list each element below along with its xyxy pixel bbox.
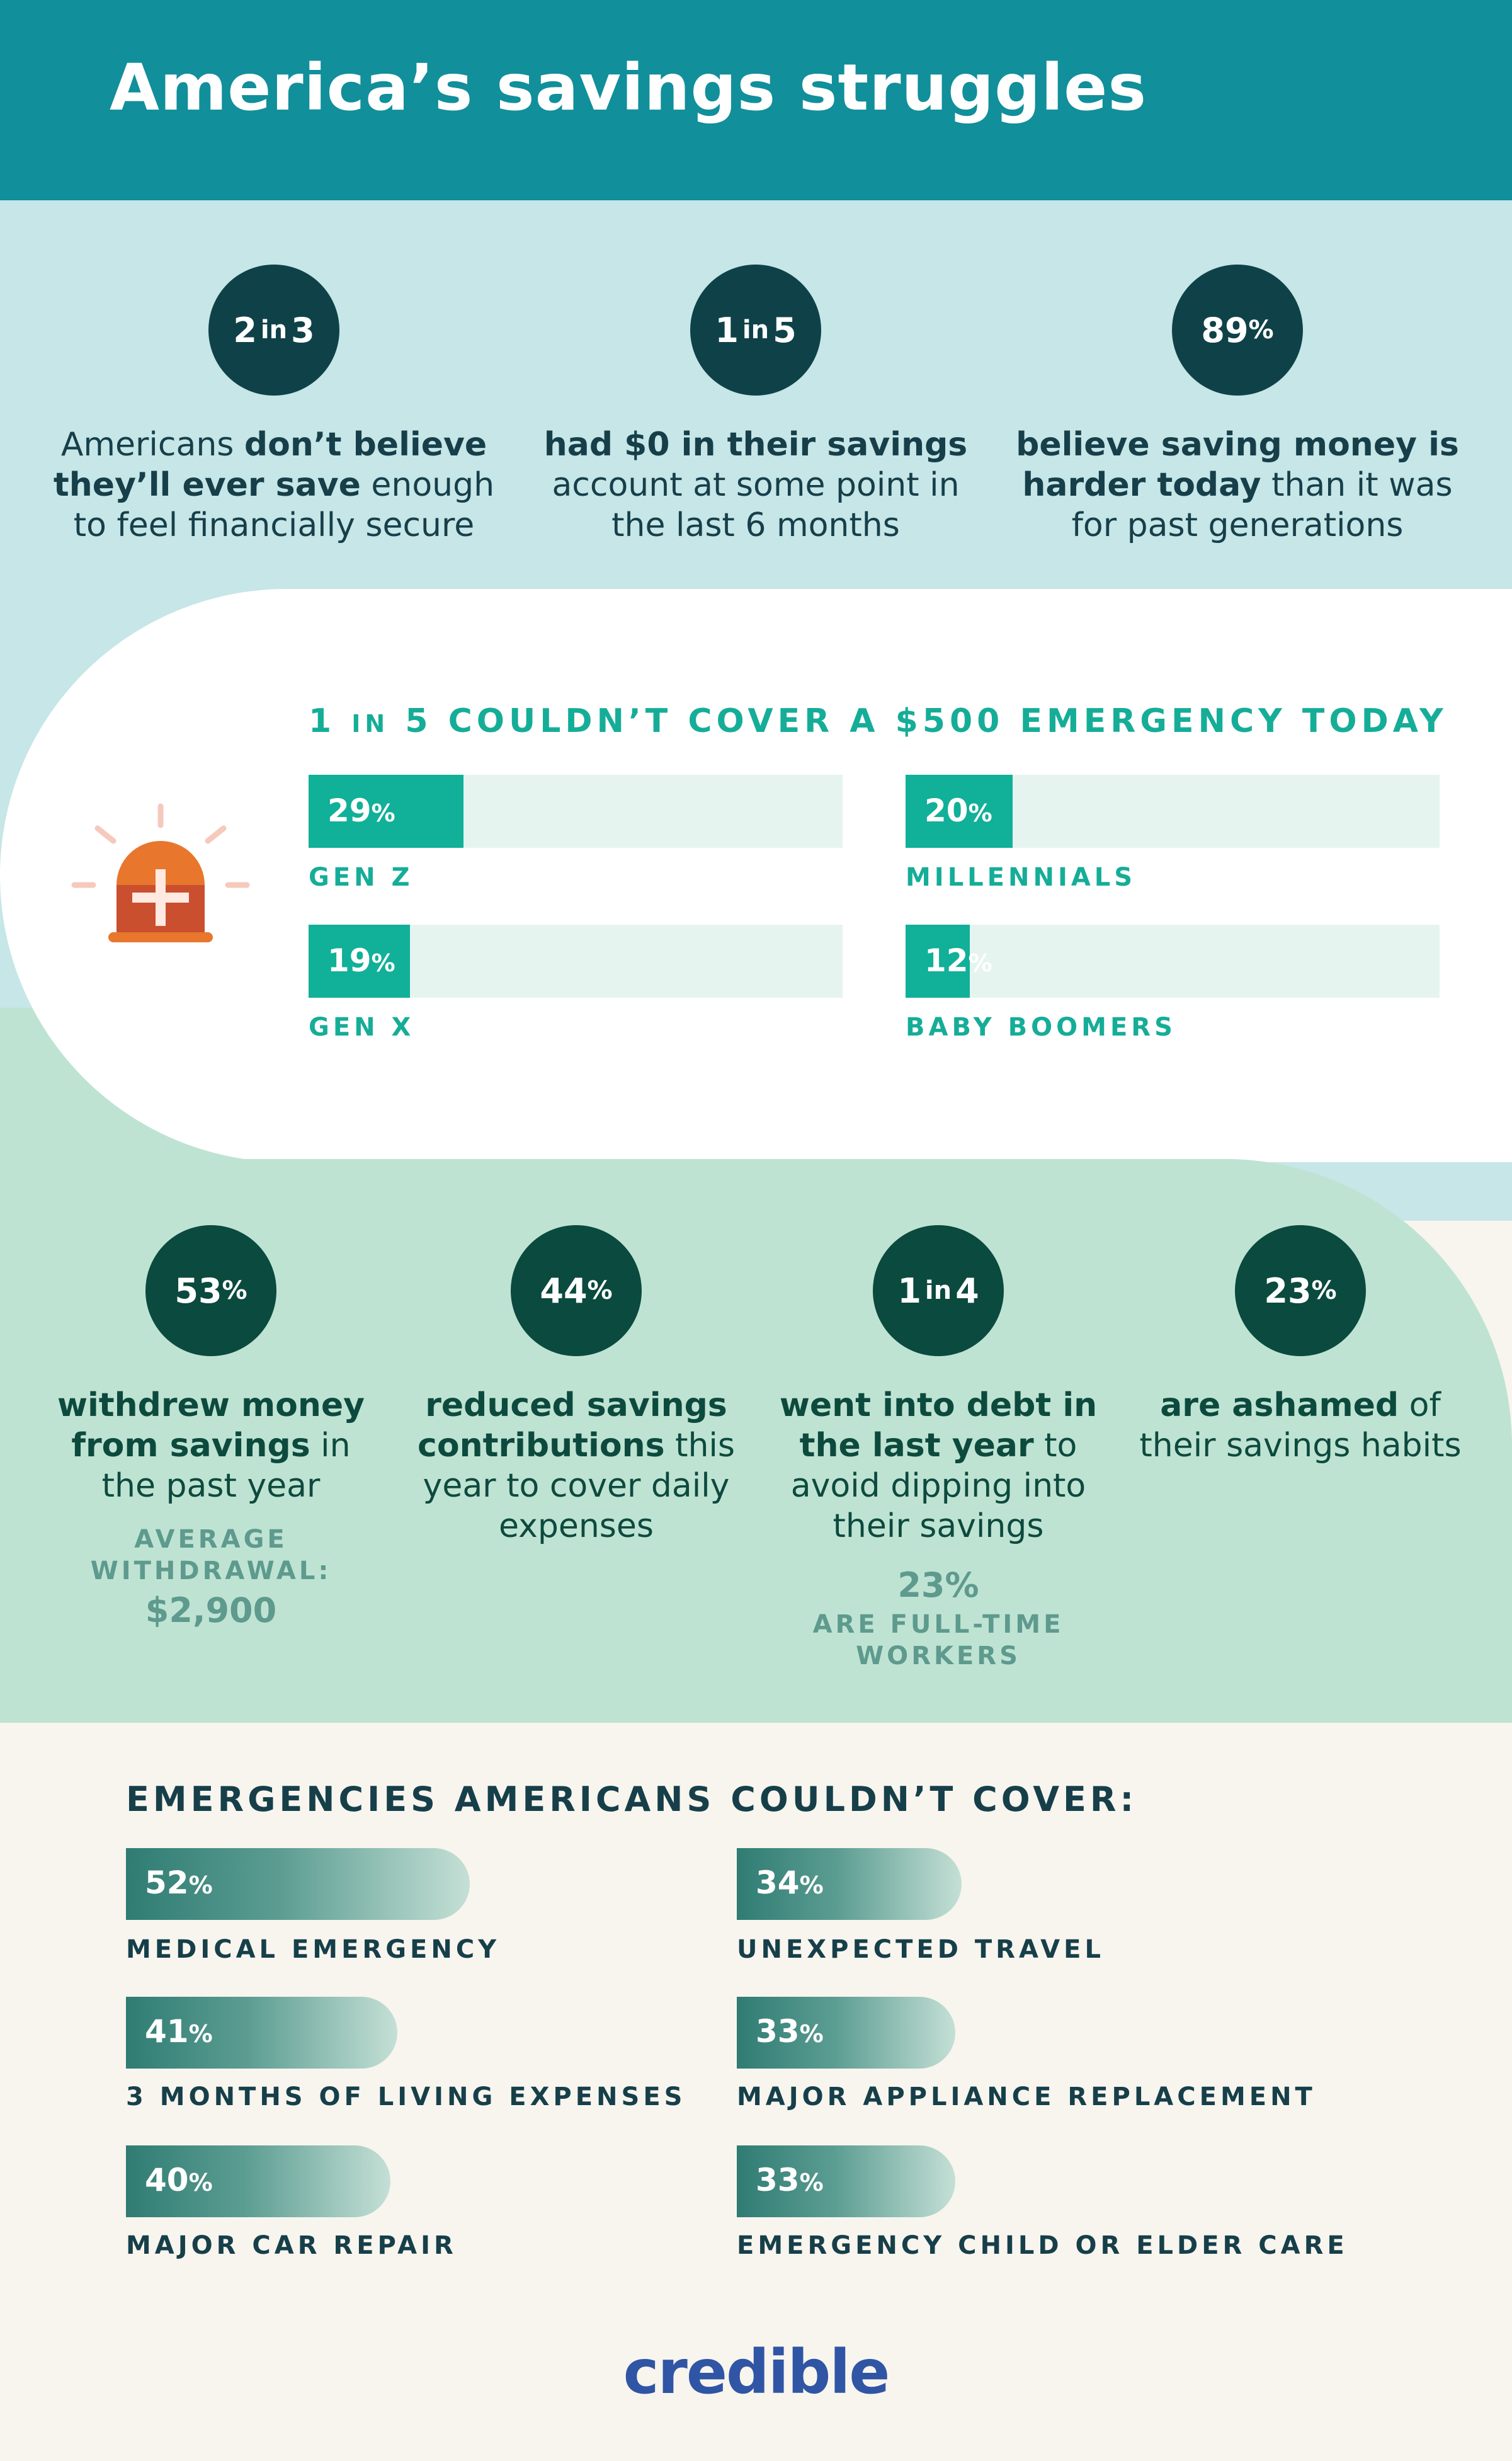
- emergencies-chart-title: EMERGENCIES AMERICANS COULDN’T COVER:: [126, 1779, 1138, 1819]
- stat-description: went into debt in the last year to avoid…: [779, 1386, 1098, 1545]
- stat-53-percent: 53% withdrew money from savings in the p…: [44, 1225, 378, 1630]
- label-millennials: MILLENNIALS: [906, 863, 1137, 892]
- bar-value: 19%: [327, 942, 395, 979]
- label-medical-emergency: MEDICAL EMERGENCY: [126, 1935, 501, 1964]
- bar-value: 33%: [756, 2013, 824, 2050]
- stat-23-percent: 23% are ashamed of their savings habits: [1134, 1225, 1467, 1466]
- stat-1-in-5: 1 in 5 had $0 in their savings account at …: [535, 265, 976, 545]
- bar-value: 41%: [145, 2013, 213, 2050]
- bar-track-gen-z: 29%: [309, 775, 843, 848]
- label-gen-z: GEN Z: [309, 863, 414, 892]
- stat-circle: 1 in 4: [873, 1225, 1004, 1356]
- bar-baby-boomers: [906, 925, 970, 998]
- stat-circle: 23%: [1235, 1225, 1366, 1356]
- stat-circle: 1 in 5: [690, 265, 821, 396]
- bar-track-gen-x: 19%: [309, 925, 843, 998]
- stat-89-percent: 89% believe saving money is harder today…: [1008, 265, 1467, 545]
- label-child-elder-care: EMERGENCY CHILD OR ELDER CARE: [737, 2231, 1348, 2260]
- label-baby-boomers: BABY BOOMERS: [906, 1013, 1176, 1042]
- label-unexpected-travel: UNEXPECTED TRAVEL: [737, 1935, 1105, 1964]
- stat-circle: 89%: [1172, 265, 1303, 396]
- bar-millennials: [906, 775, 1013, 848]
- bar-gen-z: [309, 775, 463, 848]
- bar-track-millennials: 20%: [906, 775, 1440, 848]
- label-car-repair: MAJOR CAR REPAIR: [126, 2231, 457, 2260]
- bar-medical-emergency: 52%: [126, 1848, 470, 1920]
- page-title: America’s savings struggles: [110, 50, 1147, 125]
- bar-value: 20%: [924, 792, 992, 829]
- stat-circle: 2 in 3: [208, 265, 339, 396]
- average-withdrawal-value: $2,900: [145, 1590, 277, 1630]
- bar-car-repair: 40%: [126, 2145, 390, 2217]
- bar-value: 40%: [145, 2162, 213, 2198]
- bar-value: 33%: [756, 2162, 824, 2198]
- bar-appliance-replacement: 33%: [737, 1997, 955, 2069]
- cream-band: [0, 1723, 1512, 2461]
- stat-44-percent: 44% reduced savings contributions this y…: [409, 1225, 743, 1546]
- stat-circle: 44%: [511, 1225, 642, 1356]
- header-banner: America’s savings struggles: [0, 0, 1512, 200]
- bar-living-expenses: 41%: [126, 1997, 397, 2069]
- stat-description: withdrew money from savings in the past …: [57, 1386, 365, 1505]
- full-time-workers-label: ARE FULL-TIME WORKERS: [812, 1610, 1064, 1670]
- bar-unexpected-travel: 34%: [737, 1848, 962, 1920]
- bar-value: 12%: [924, 942, 992, 979]
- bar-track-baby-boomers: 12%: [906, 925, 1440, 998]
- stat-description: Americans don’t believe they’ll ever sav…: [53, 426, 495, 544]
- stat-1-in-4: 1 in 4 went into debt in the last year to …: [771, 1225, 1105, 1672]
- full-time-workers-value: 23%: [897, 1565, 979, 1605]
- bar-gen-x: [309, 925, 411, 998]
- stat-description: are ashamed of their savings habits: [1139, 1386, 1462, 1465]
- bar-value: 29%: [327, 792, 395, 829]
- emergency-chart-title: 1 IN 5 COULDN’T COVER A $500 EMERGENCY T…: [309, 702, 1448, 740]
- stat-description: reduced savings contributions this year …: [418, 1386, 735, 1545]
- label-appliance-replacement: MAJOR APPLIANCE REPLACEMENT: [737, 2082, 1316, 2111]
- stat-description: believe saving money is harder today tha…: [1016, 426, 1459, 544]
- label-living-expenses: 3 MONTHS OF LIVING EXPENSES: [126, 2082, 686, 2111]
- stat-circle: 53%: [145, 1225, 276, 1356]
- label-gen-x: GEN X: [309, 1013, 415, 1042]
- emergency-panel: [0, 589, 1512, 1162]
- emergency-siren-icon: [71, 803, 250, 942]
- credible-logo: credible: [623, 2337, 890, 2407]
- stat-description: had $0 in their savings account at some …: [543, 426, 968, 544]
- bar-child-elder-care: 33%: [737, 2145, 955, 2217]
- average-withdrawal-label: AVERAGE WITHDRAWAL:: [90, 1525, 332, 1585]
- bar-value: 52%: [145, 1864, 213, 1901]
- bar-value: 34%: [756, 1864, 824, 1901]
- stat-2-in-3: 2 in 3 Americans don’t believe they’ll eve…: [38, 265, 510, 545]
